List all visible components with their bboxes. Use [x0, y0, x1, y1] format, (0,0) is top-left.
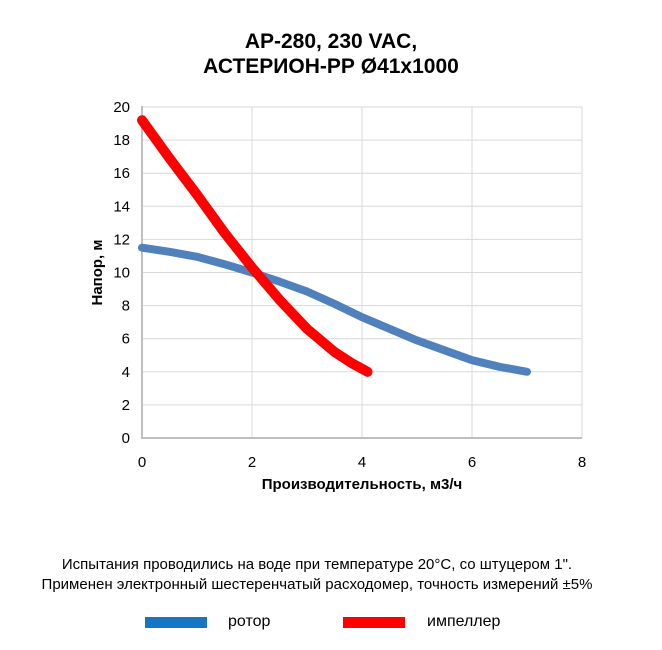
footnote: Испытания проводились на воде при темпер…	[0, 555, 634, 594]
series-line-ротор	[138, 243, 531, 376]
y-tick-label: 20	[113, 99, 130, 116]
chart-title: АР-280, 230 VAC, АСТЕРИОН-РР Ø41х1000	[0, 29, 662, 79]
x-tick-label: 8	[578, 454, 586, 471]
series-line-импеллер	[137, 115, 373, 377]
x-tick-label: 4	[358, 454, 366, 471]
legend-swatch-impeller-icon	[343, 617, 405, 628]
footnote-line1: Испытания проводились на воде при темпер…	[61, 556, 573, 573]
y-axis-title: Напор, м	[89, 240, 106, 306]
y-tick-label: 8	[122, 298, 130, 315]
chart-svg: 0 2 4 6 8 10 12 14 16 18 20 0 2 4 6 8 Производительность…	[89, 99, 586, 493]
chart-title-line2: АСТЕРИОН-РР Ø41х1000	[203, 55, 459, 78]
x-axis-title: Производительность, м3/ч	[262, 476, 463, 493]
legend-label-impeller: импеллер	[427, 613, 501, 630]
y-tick-label: 4	[122, 364, 130, 381]
y-tick-label: 16	[113, 165, 130, 182]
x-tick-label: 6	[468, 454, 476, 471]
y-tick-label: 2	[122, 397, 130, 414]
legend-label-rotor: ротор	[228, 613, 271, 630]
y-tick-label: 18	[113, 132, 130, 149]
x-tick-label: 0	[138, 454, 146, 471]
legend-swatch-rotor-icon	[145, 617, 207, 628]
y-tick-label: 6	[122, 331, 130, 348]
y-tick-label: 0	[122, 430, 130, 447]
chart-title-line1: АР-280, 230 VAC,	[244, 30, 418, 53]
y-tick-label: 14	[113, 198, 130, 215]
y-tick-label: 12	[113, 231, 130, 248]
footnote-line2: Применен электронный шестеренчатый расхо…	[41, 575, 593, 593]
x-tick-label: 2	[248, 454, 256, 471]
y-tick-label: 10	[113, 265, 130, 282]
